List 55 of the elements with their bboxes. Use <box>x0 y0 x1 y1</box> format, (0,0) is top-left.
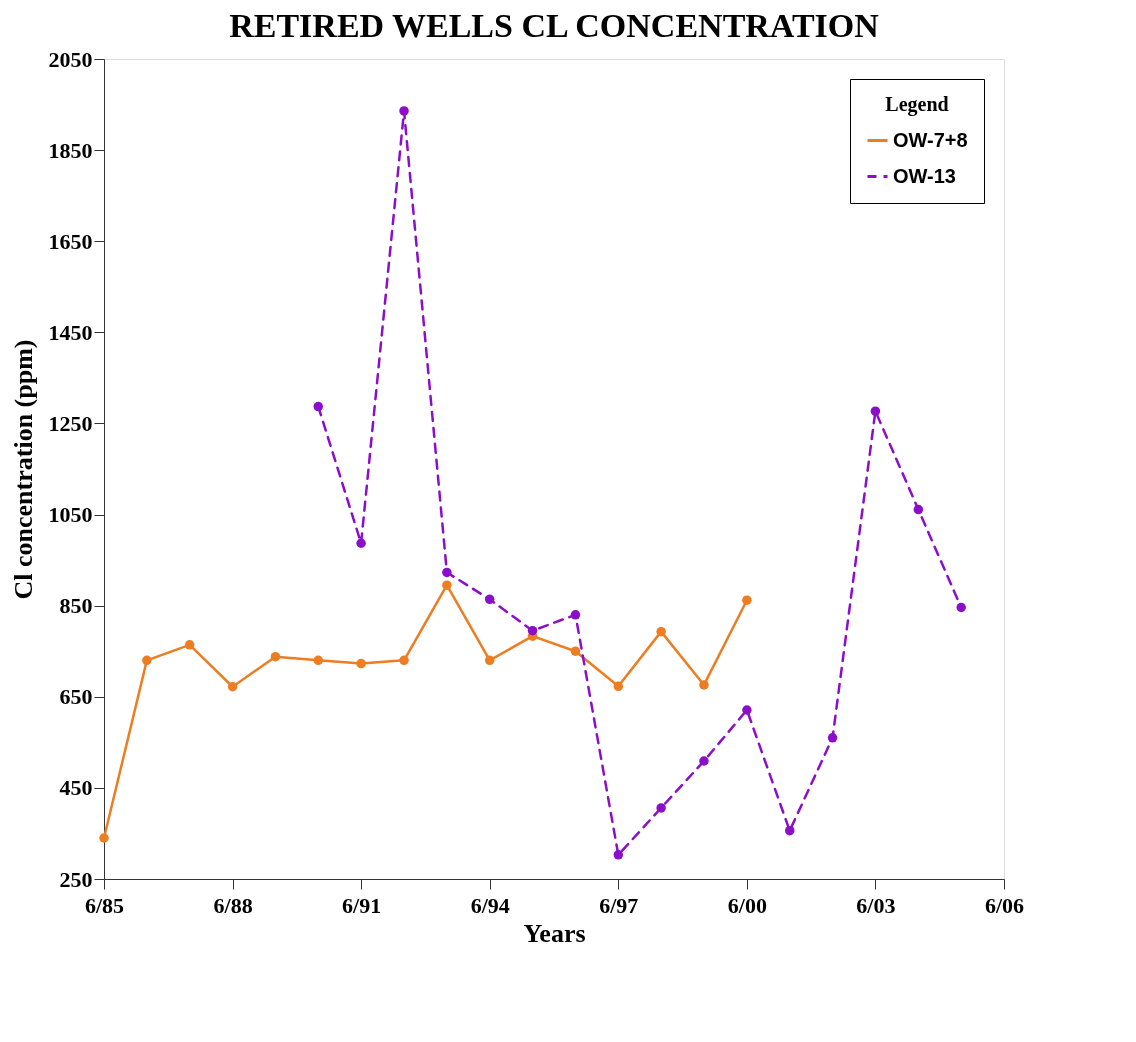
point <box>356 658 366 669</box>
point <box>613 681 624 692</box>
point <box>656 626 666 637</box>
x-tick-label: 6/03 <box>856 892 896 918</box>
point <box>956 602 966 613</box>
point <box>913 504 924 515</box>
y-tick-label: 250 <box>59 866 93 892</box>
point <box>142 655 152 666</box>
y-axis-title: Cl concentration (ppm) <box>8 339 38 600</box>
legend-label: OW-7+8 <box>893 128 968 151</box>
point <box>613 850 624 860</box>
x-tick-label: 6/91 <box>342 892 382 918</box>
point <box>442 567 452 578</box>
x-tick-label: 6/85 <box>84 892 125 918</box>
y-tick-label: 2050 <box>48 46 93 72</box>
point <box>784 825 795 836</box>
point <box>442 580 452 590</box>
y-tick-label: 1850 <box>48 137 93 163</box>
point <box>742 595 752 605</box>
point <box>527 625 538 636</box>
point <box>356 538 366 548</box>
x-tick-label: 6/00 <box>727 892 767 918</box>
point <box>570 610 581 620</box>
chart-title: RETIRED WELLS CL CONCENTRATION <box>229 7 880 44</box>
point <box>270 651 281 662</box>
point <box>399 655 409 666</box>
legend-title: Legend <box>885 93 949 116</box>
point <box>484 655 495 666</box>
point <box>827 733 838 743</box>
point <box>484 594 495 605</box>
y-tick-label: 650 <box>59 684 93 710</box>
x-tick-label: 6/94 <box>470 892 510 918</box>
y-tick-label: 450 <box>59 775 93 801</box>
point <box>313 655 324 666</box>
point <box>699 680 709 690</box>
legend-label: OW-13 <box>893 164 956 187</box>
point <box>570 646 581 656</box>
point <box>870 406 881 416</box>
point <box>742 705 752 715</box>
x-tick-label: 6/88 <box>213 892 253 918</box>
y-tick-label: 1650 <box>48 228 93 254</box>
point <box>227 682 238 692</box>
point <box>699 756 709 766</box>
point <box>656 803 666 813</box>
y-tick-label: 1450 <box>48 319 93 345</box>
x-tick-label: 6/06 <box>984 892 1025 918</box>
y-tick-label: 850 <box>59 593 93 619</box>
x-axis-title: Years <box>523 918 586 948</box>
point <box>184 640 195 650</box>
point <box>313 401 324 412</box>
point <box>399 106 409 116</box>
y-tick-label: 1250 <box>48 410 93 436</box>
y-tick-label: 1050 <box>48 502 93 528</box>
point <box>99 833 109 843</box>
x-tick-label: 6/97 <box>599 892 639 918</box>
